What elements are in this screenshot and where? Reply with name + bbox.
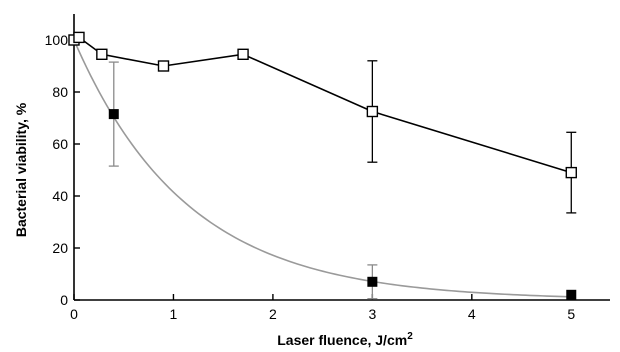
x-tick-label: 2 [269,306,277,322]
x-tick-label: 4 [468,306,476,322]
open-series-point [73,31,85,44]
open-series-point [157,60,170,72]
x-axis-title-superscript: 2 [407,331,413,342]
x-tick-label: 1 [170,306,178,322]
x-axis-title-text: Laser fluence, J/cm [277,332,407,348]
x-tick-label: 0 [70,306,78,322]
open-series-point [366,105,379,118]
filled-series-point [566,289,577,300]
x-tick-label: 5 [567,306,575,322]
series-layer [68,31,577,300]
filled-series-point [108,109,119,120]
y-tick-label: 40 [52,188,68,204]
y-tick-label: 0 [60,292,68,308]
y-tick-label: 20 [52,240,68,256]
open-series-point [96,48,108,60]
y-tick-label: 60 [52,136,68,152]
filled-series-point [367,276,378,287]
x-tick-label: 3 [368,306,376,322]
x-axis-title: Laser fluence, J/cm2 [277,331,413,348]
open-series-line [73,36,572,174]
y-tick-label: 80 [52,84,68,100]
open-series-point [237,48,249,60]
y-axis-title: Bacterial viability, % [13,102,29,237]
y-tick-label: 100 [45,32,69,48]
filled-series-fit-curve [73,39,572,298]
open-series-point [565,166,577,179]
